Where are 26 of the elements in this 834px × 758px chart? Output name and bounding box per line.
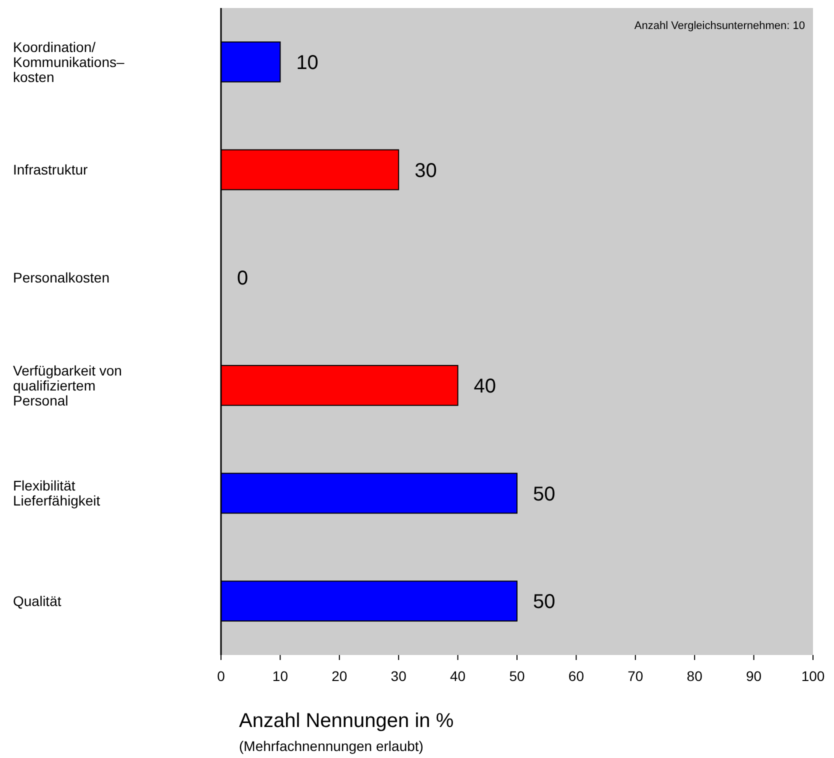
x-tick-label: 30 bbox=[390, 668, 407, 684]
x-tick-label: 10 bbox=[272, 668, 288, 684]
data-label: 40 bbox=[474, 375, 496, 398]
x-axis-title: Anzahl Nennungen in % bbox=[239, 710, 454, 732]
x-tick-label: 40 bbox=[450, 668, 466, 684]
data-label: 50 bbox=[533, 591, 556, 614]
data-label: 0 bbox=[237, 268, 248, 290]
data-label: 30 bbox=[414, 160, 437, 182]
data-label: 50 bbox=[533, 483, 556, 506]
y-tick-label: Infrastruktur bbox=[13, 162, 88, 178]
x-tick-label: 0 bbox=[217, 668, 226, 684]
y-tick-label: Koordination/ Kommunikations– kosten bbox=[13, 38, 124, 85]
data-label: 10 bbox=[296, 52, 318, 74]
x-tick-label: 90 bbox=[746, 668, 762, 684]
x-tick-label: 20 bbox=[332, 668, 348, 684]
text: (Mehrfachnennungen erlaubt) bbox=[239, 738, 424, 754]
y-tick-label: Qualität bbox=[13, 592, 62, 609]
y-tick-label: Verfügbarkeit von qualifiziertem Personal bbox=[13, 362, 122, 408]
x-tick-label: 70 bbox=[628, 668, 644, 684]
x-tick-label: 100 bbox=[801, 668, 825, 684]
x-tick-label: 60 bbox=[568, 668, 584, 684]
annotation: Anzahl Vergleichsunternehmen: 10 bbox=[634, 20, 805, 32]
x-tick-label: 50 bbox=[509, 668, 525, 684]
x-tick-label: 80 bbox=[686, 668, 703, 684]
y-tick-label: Personalkosten bbox=[13, 269, 110, 286]
y-tick-label: Flexibilität Lieferfähigkeit bbox=[13, 478, 100, 509]
